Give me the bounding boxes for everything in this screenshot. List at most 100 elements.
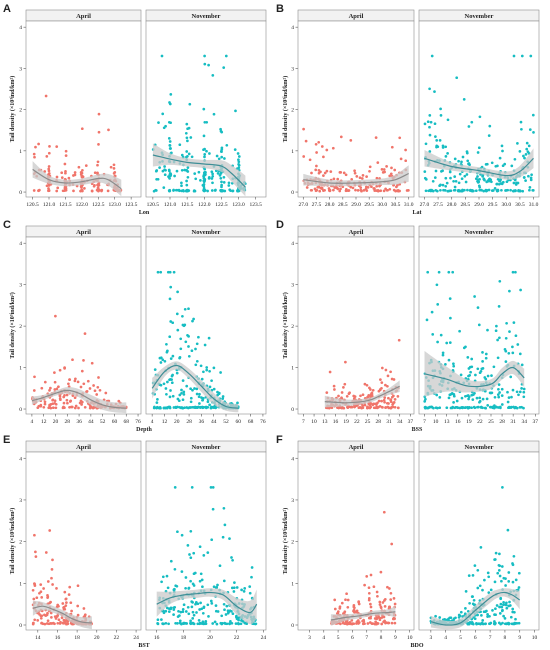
scatter-point <box>168 378 171 382</box>
scatter-point <box>405 189 409 192</box>
scatter-point <box>390 145 394 149</box>
smooth-line <box>31 389 127 409</box>
x-tick-label: 20 <box>94 635 100 641</box>
scatter-point <box>234 622 238 625</box>
scatter-point <box>385 165 388 168</box>
scatter-point <box>344 173 348 177</box>
scatter-point <box>514 578 518 582</box>
scatter-point <box>431 179 435 183</box>
facet-plot-area <box>297 20 415 198</box>
y-tick-label: 2 <box>291 540 294 546</box>
scatter-point <box>86 379 90 383</box>
scatter-point <box>180 153 184 157</box>
scatter-point <box>478 622 482 626</box>
confidence-ribbon <box>152 361 239 413</box>
scatter-point <box>206 405 210 409</box>
scatter-point <box>227 181 231 185</box>
scatter-point <box>483 376 487 379</box>
scatter-point <box>350 405 354 409</box>
scatter-point <box>333 388 336 391</box>
scatter-point <box>178 393 182 397</box>
scatter-point <box>363 403 367 407</box>
scatter-point <box>310 171 313 175</box>
scatter-point <box>504 189 507 192</box>
x-tick-label: 12 <box>41 419 47 425</box>
scatter-point <box>209 486 213 489</box>
scatter-point <box>425 318 429 322</box>
scatter-point <box>323 171 327 175</box>
scatter-point <box>493 580 497 584</box>
scatter-point <box>508 604 512 607</box>
scatter-point <box>368 169 371 173</box>
scatter-point <box>73 379 77 383</box>
scatter-point <box>376 594 379 598</box>
scatter-point <box>369 602 372 606</box>
scatter-point <box>167 168 171 172</box>
scatter-point <box>522 176 526 179</box>
scatter-point <box>107 128 110 132</box>
scatter-point <box>80 186 83 189</box>
scatter-point <box>32 621 35 625</box>
scatter-point <box>384 368 388 372</box>
scatter-point <box>209 599 213 603</box>
scatter-point <box>428 189 432 192</box>
scatter-point <box>66 622 70 626</box>
panel-label: A <box>3 3 11 15</box>
scatter-point <box>523 156 526 160</box>
x-tick-label: 16 <box>154 635 160 641</box>
scatter-point <box>214 604 218 607</box>
scatter-point <box>396 406 400 410</box>
scatter-point <box>322 174 325 177</box>
scatter-point <box>478 371 482 375</box>
scatter-point <box>207 63 210 67</box>
scatter-point <box>156 398 159 401</box>
scatter-point <box>338 171 342 174</box>
scatter-point <box>498 336 501 340</box>
scatter-point <box>196 602 200 606</box>
scatter-point <box>365 406 369 410</box>
scatter-point <box>164 406 167 410</box>
y-tick-label: 3 <box>19 498 22 504</box>
scatter-point <box>501 180 505 184</box>
scatter-point <box>481 397 485 401</box>
scatter-point <box>480 614 483 617</box>
scatter-point <box>112 167 116 170</box>
x-tick-label: 9 <box>394 635 397 641</box>
scatter-point <box>375 616 379 620</box>
scatter-point <box>180 184 183 188</box>
scatter-point <box>222 66 226 69</box>
scatter-point <box>452 617 456 621</box>
scatter-point <box>188 406 191 409</box>
scatter-point <box>342 171 346 175</box>
scatter-point <box>211 507 215 511</box>
scatter-point <box>386 384 389 388</box>
scatter-point <box>60 616 64 620</box>
scatter-point <box>169 559 173 563</box>
scatter-point <box>390 621 394 625</box>
scatter-point <box>217 157 221 161</box>
scatter-point <box>198 579 202 583</box>
scatter-point <box>220 150 223 154</box>
scatter-point <box>441 353 445 357</box>
scatter-point <box>236 152 240 155</box>
scatter-point <box>164 387 168 390</box>
scatter-point <box>76 604 80 608</box>
x-tick-label: 4 <box>444 635 447 641</box>
scatter-point <box>346 605 350 609</box>
y-tick-label: 2 <box>19 540 22 546</box>
y-tick-label: 0 <box>19 623 22 629</box>
scatter-point <box>80 171 84 175</box>
scatter-point <box>47 184 51 187</box>
scatter-point <box>396 183 399 187</box>
scatter-point <box>181 610 185 614</box>
x-tick-label: 122.5 <box>215 202 228 208</box>
scatter-point <box>485 162 489 166</box>
scatter-point <box>384 406 387 409</box>
scatter-point <box>42 405 46 409</box>
scatter-point <box>50 616 53 619</box>
scatter-point <box>32 152 36 156</box>
scatter-point <box>220 183 223 187</box>
scatter-point <box>190 600 194 603</box>
scatter-point <box>232 590 236 593</box>
